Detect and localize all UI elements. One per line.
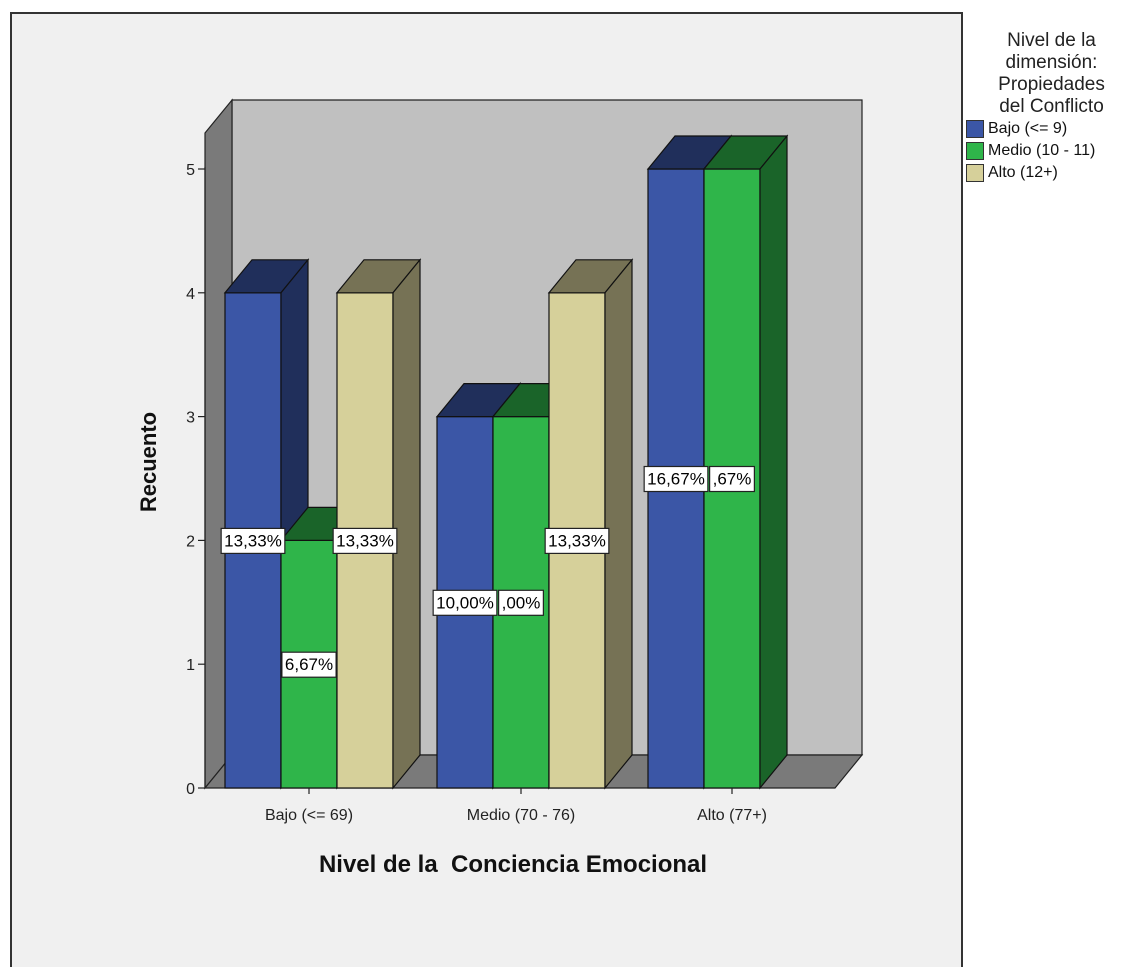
legend-label: Medio (10 - 11) bbox=[988, 142, 1096, 159]
bar-side bbox=[759, 134, 788, 790]
legend-item: Medio (10 - 11) bbox=[966, 140, 1143, 162]
data-label: 13,33% bbox=[332, 527, 398, 555]
y-tick-label: 4 bbox=[186, 286, 195, 303]
data-label-text: 13,33% bbox=[548, 531, 606, 550]
legend: Nivel de la dimensión: Propiedades del C… bbox=[966, 30, 1143, 184]
y-axis: 0 1 2 3 4 5 bbox=[186, 162, 206, 798]
data-label: 10,00% bbox=[432, 589, 498, 616]
data-label-text: ,67% bbox=[713, 470, 752, 489]
bar bbox=[335, 258, 422, 790]
y-tick-label: 3 bbox=[186, 410, 195, 427]
data-label-box bbox=[643, 465, 709, 493]
y-tick-label: 5 bbox=[186, 162, 195, 179]
y-tick-label: 1 bbox=[186, 657, 195, 674]
legend-label: Bajo (<= 9) bbox=[988, 120, 1068, 137]
data-label-text: 13,33% bbox=[336, 531, 394, 550]
legend-item: Alto (12+) bbox=[966, 162, 1143, 184]
bar-side bbox=[604, 258, 633, 790]
legend-title: Nivel de la dimensión: Propiedades del C… bbox=[998, 30, 1105, 117]
y-axis-title: Recuento bbox=[136, 412, 161, 512]
legend-items: Bajo (<= 9) Medio (10 - 11) Alto (12+) bbox=[966, 118, 1143, 184]
y-tick-label: 0 bbox=[186, 781, 195, 798]
data-label-box bbox=[281, 651, 337, 678]
data-label-box bbox=[709, 465, 755, 493]
bar bbox=[702, 134, 789, 790]
data-label-text: 16,67% bbox=[647, 470, 705, 489]
data-label: 13,33% bbox=[220, 527, 286, 555]
data-label-box bbox=[498, 589, 544, 616]
data-labels: 13,33% 6,67% 13,33% 10,00% ,00% 13,33% 16,67%,… bbox=[220, 465, 755, 678]
x-axis-title: Nivel de la Conciencia Emocional bbox=[319, 851, 707, 878]
data-label-box bbox=[544, 527, 610, 555]
data-label-box bbox=[220, 527, 286, 555]
data-label-text: 10,00% bbox=[436, 593, 494, 612]
bar bbox=[547, 258, 634, 790]
data-label-text: ,00% bbox=[502, 593, 541, 612]
data-label: ,00% bbox=[498, 589, 544, 616]
legend-swatch bbox=[966, 142, 984, 160]
legend-item: Bajo (<= 9) bbox=[966, 118, 1143, 140]
data-label-text: 13,33% bbox=[224, 531, 282, 550]
legend-swatch bbox=[966, 164, 984, 182]
data-label: 16,67% bbox=[643, 465, 709, 493]
x-axis: Bajo (<= 69) Medio (70 - 76) Alto (77+) bbox=[265, 788, 767, 824]
data-label-text: 6,67% bbox=[285, 655, 333, 674]
data-label-box bbox=[332, 527, 398, 555]
data-label-box bbox=[432, 589, 498, 616]
data-label: 6,67% bbox=[281, 651, 337, 678]
y-tick-label: 2 bbox=[186, 533, 195, 550]
data-label: ,67% bbox=[709, 465, 755, 493]
data-label: 13,33% bbox=[544, 527, 610, 555]
bar-side bbox=[392, 258, 421, 790]
x-tick-label: Alto (77+) bbox=[697, 807, 767, 824]
legend-swatch bbox=[966, 120, 984, 138]
x-tick-label: Medio (70 - 76) bbox=[467, 807, 576, 824]
legend-label: Alto (12+) bbox=[988, 164, 1058, 181]
x-tick-label: Bajo (<= 69) bbox=[265, 807, 353, 824]
